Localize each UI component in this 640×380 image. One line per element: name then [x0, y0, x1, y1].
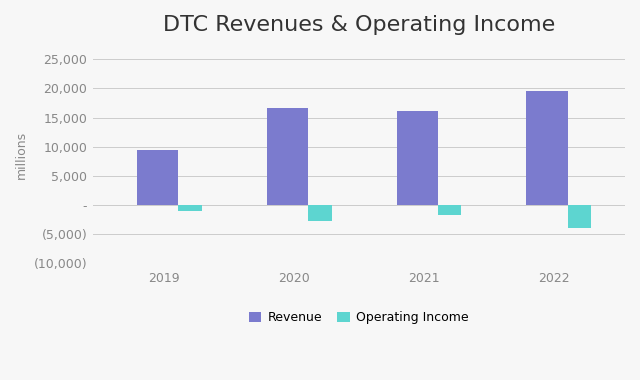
Bar [438, 205, 461, 215]
Y-axis label: millions: millions [15, 131, 28, 179]
Bar [526, 91, 568, 205]
Legend: Revenue, Operating Income: Revenue, Operating Income [244, 306, 474, 329]
Bar [397, 111, 438, 205]
Bar [179, 205, 202, 211]
Title: DTC Revenues & Operating Income: DTC Revenues & Operating Income [163, 15, 555, 35]
Bar [568, 205, 591, 228]
Bar [267, 108, 308, 205]
Bar [308, 205, 332, 221]
Bar [137, 150, 179, 205]
